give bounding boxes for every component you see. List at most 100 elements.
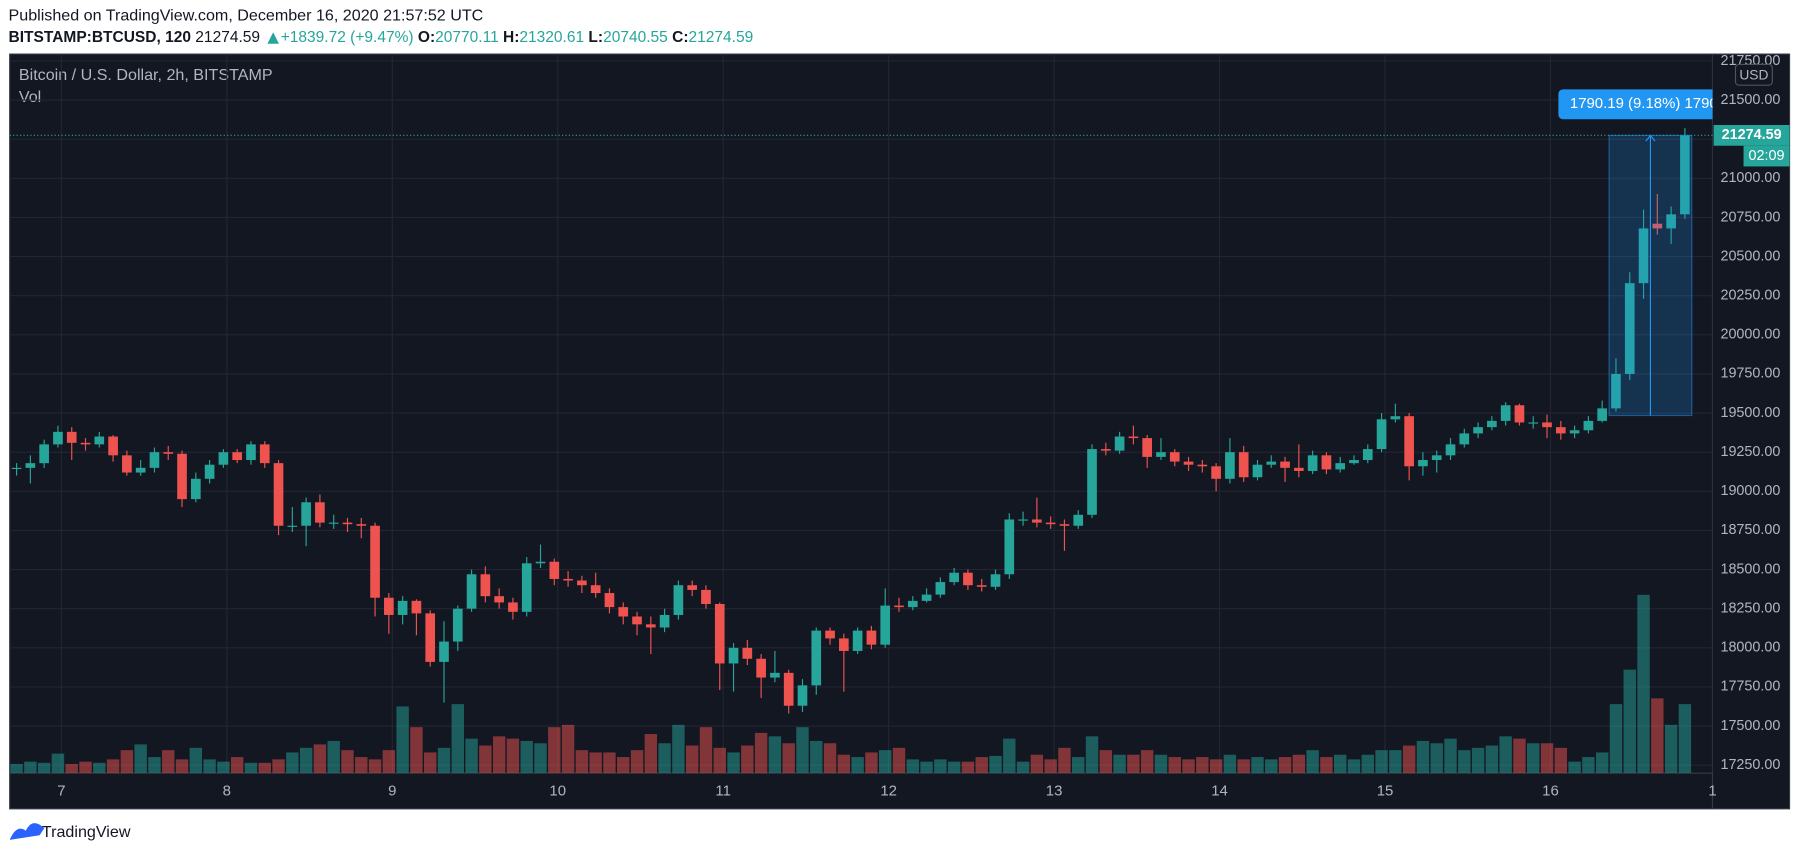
candle-body [1280, 461, 1290, 468]
candle-body [315, 502, 325, 523]
volume-bar [1278, 757, 1292, 774]
close-value: 21274.59 [689, 29, 754, 46]
volume-bar [258, 762, 271, 774]
volume-bar [327, 740, 340, 774]
candle-body [1500, 405, 1511, 421]
candle-body [949, 572, 959, 583]
candle-body [1045, 522, 1056, 525]
y-tick-label: 21500.00 [1720, 92, 1780, 108]
volume-bar [1306, 750, 1319, 774]
candle-body [25, 463, 36, 468]
candle-body [880, 605, 891, 645]
volume-bar [1168, 757, 1181, 774]
candle-body [80, 442, 91, 445]
volume-bar [727, 752, 740, 774]
candle-body [66, 431, 77, 443]
candle-body [370, 525, 380, 598]
volume-bar [1251, 757, 1264, 774]
volume-bar [355, 757, 368, 774]
volume-bar [175, 759, 189, 774]
candle-body [108, 436, 118, 456]
volume-bar [341, 750, 354, 774]
y-tick-label: 19000.00 [1720, 483, 1780, 499]
y-tick-label: 17250.00 [1720, 757, 1780, 773]
x-tick-label: 12 [880, 783, 897, 800]
series: 1790.19 (9.18%) 1790 [9, 89, 1713, 774]
low-value: 20740.55 [603, 29, 668, 46]
volume-bar [37, 762, 51, 774]
axes: 17250.00 17500.00 17750.00 18000.00 18250.00… [57, 53, 1790, 800]
candle-body [1431, 455, 1442, 461]
brand-name: TradingView [42, 823, 131, 841]
candle-body [480, 574, 491, 597]
y-tick-label: 17750.00 [1720, 679, 1780, 695]
volume-bar [10, 763, 23, 774]
volume-bar [1458, 750, 1471, 774]
candle-body [494, 596, 504, 603]
volume-bar [1651, 698, 1664, 774]
candle-body [1487, 420, 1497, 428]
candle-body [1225, 452, 1235, 479]
volume-bar [244, 762, 258, 774]
volume-bar [1016, 761, 1030, 774]
volume-bar [203, 759, 216, 774]
volume-bar [1237, 759, 1250, 774]
volume-bar [920, 761, 933, 774]
candle-body [1418, 460, 1428, 467]
last-price: 21274.59 [195, 29, 260, 46]
candle-body [1445, 444, 1456, 456]
volume-bar [451, 704, 464, 774]
x-tick-label: 1 [1708, 783, 1716, 800]
volume-bar [851, 757, 864, 774]
y-tick-label: 20750.00 [1720, 209, 1780, 225]
candle-body [535, 561, 546, 564]
y-tick-label: 18750.00 [1720, 522, 1780, 538]
candle-body [1004, 519, 1015, 575]
candle-body [604, 593, 615, 608]
candle-body [1073, 514, 1084, 526]
volume-bar [506, 738, 520, 774]
volume-bar [823, 743, 837, 774]
volume-bar [217, 761, 230, 774]
volume-bar [162, 750, 175, 774]
volume-bar [368, 759, 382, 774]
candle-body [1404, 416, 1414, 467]
volume-bar [286, 752, 299, 774]
candle-body [935, 582, 946, 595]
candle-body [177, 453, 187, 500]
high-value: 21320.61 [519, 29, 584, 46]
volume-bar [630, 750, 644, 774]
candle-body [301, 502, 311, 526]
volume-bar [24, 761, 37, 774]
candle-body [11, 467, 22, 469]
countdown-tag [1743, 145, 1790, 167]
volume-bar [65, 763, 78, 774]
candle-body [1569, 430, 1580, 434]
up-arrow-icon [267, 32, 279, 44]
candle-body [122, 455, 132, 473]
volume-bar [658, 743, 671, 774]
candle-body [645, 624, 656, 628]
volume-bar [768, 736, 782, 774]
candle-body [1294, 467, 1304, 471]
volume-bar [465, 738, 478, 774]
x-tick-label: 16 [1542, 783, 1559, 800]
volume-bar [79, 761, 92, 774]
x-tick-label: 9 [388, 783, 396, 800]
y-tick-label: 20000.00 [1720, 327, 1780, 343]
y-tick-label: 20500.00 [1720, 248, 1780, 264]
volume-bar [1444, 738, 1457, 774]
candle-body [328, 522, 339, 524]
candle-body [466, 574, 477, 609]
candle-body [1349, 460, 1359, 464]
volume-bar [382, 750, 396, 774]
y-tick-label: 17500.00 [1720, 718, 1780, 734]
volume-bar [437, 747, 451, 774]
volume-bar [51, 753, 65, 774]
volume-bar [1347, 759, 1361, 774]
volume-bar [947, 761, 961, 774]
candle-body [356, 524, 367, 526]
volume-bar [1430, 743, 1443, 774]
volume-bar [479, 745, 492, 774]
candle-body [411, 600, 422, 614]
